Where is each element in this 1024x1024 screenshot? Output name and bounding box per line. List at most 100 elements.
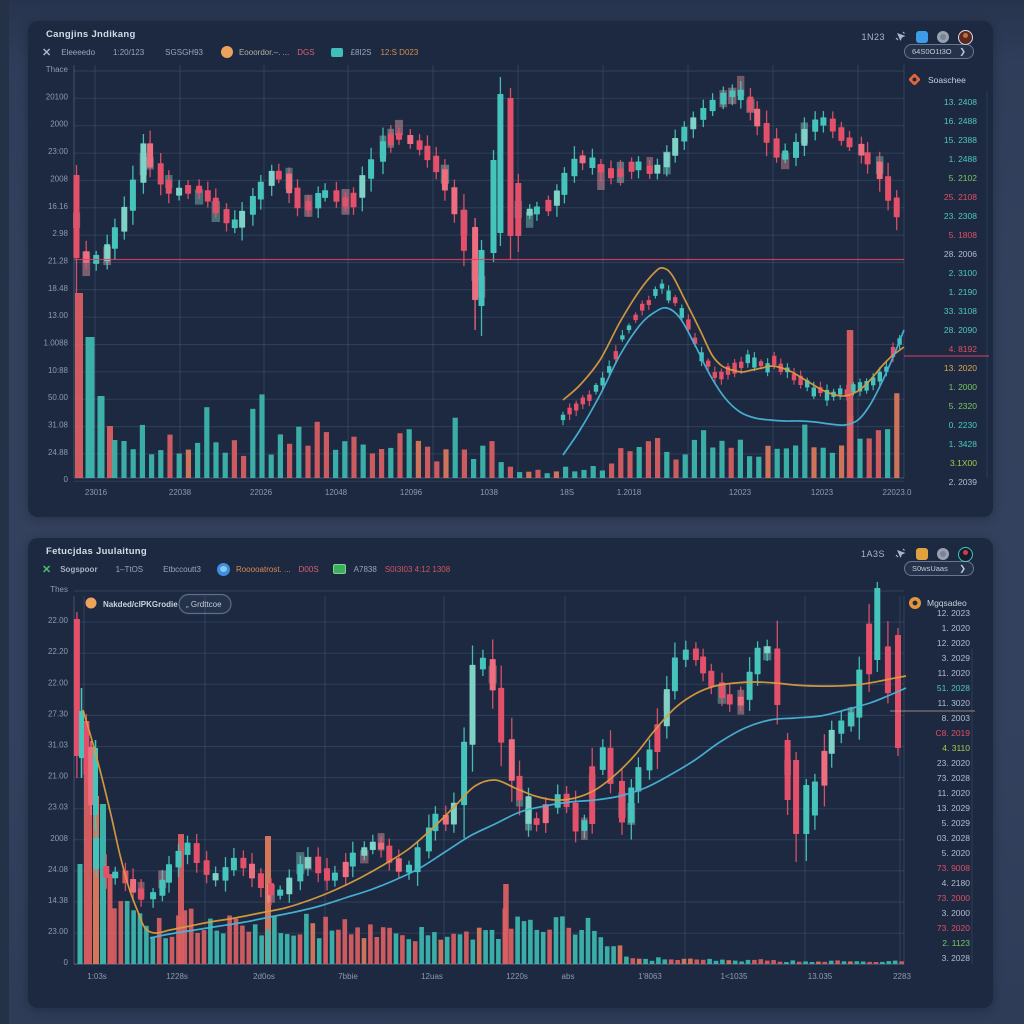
svg-text:12048: 12048	[325, 488, 348, 497]
svg-text:0: 0	[64, 475, 69, 484]
svg-text:03. 2028: 03. 2028	[937, 833, 970, 843]
svg-text:21.28: 21.28	[48, 257, 69, 266]
svg-text:3. 2028: 3. 2028	[942, 953, 971, 963]
svg-text:21.00: 21.00	[48, 772, 69, 781]
svg-text:4. 2180: 4. 2180	[942, 878, 971, 888]
svg-text:12023: 12023	[811, 488, 834, 497]
svg-text:22.00: 22.00	[48, 616, 69, 625]
svg-text:22038: 22038	[169, 488, 192, 497]
svg-text:13. 2408: 13. 2408	[944, 97, 977, 107]
svg-text:73. 2020: 73. 2020	[937, 923, 970, 933]
svg-text:2.98: 2.98	[52, 229, 68, 238]
svg-text:23.03: 23.03	[48, 803, 69, 812]
svg-text:18.48: 18.48	[48, 284, 69, 293]
svg-text:73. 9008: 73. 9008	[937, 863, 970, 873]
svg-text:22.00: 22.00	[48, 678, 69, 687]
svg-text:2. 2039: 2. 2039	[949, 477, 978, 487]
svg-text:20100: 20100	[46, 92, 69, 101]
svg-text:abs: abs	[562, 972, 575, 981]
svg-text:11. 2020: 11. 2020	[938, 668, 971, 678]
svg-text:Soaschee: Soaschee	[928, 75, 966, 85]
svg-text:1. 2000: 1. 2000	[949, 382, 978, 392]
svg-text:5. 2102: 5. 2102	[949, 173, 978, 183]
svg-text:1.0088: 1.0088	[44, 339, 69, 348]
svg-text:2008: 2008	[50, 174, 68, 183]
svg-text:2d0os: 2d0os	[253, 972, 275, 981]
svg-text:50.00: 50.00	[48, 393, 69, 402]
svg-text:1228s: 1228s	[166, 972, 188, 981]
svg-text:4. 8192: 4. 8192	[949, 344, 978, 354]
svg-text:13.035: 13.035	[808, 972, 833, 981]
svg-text:8. 2003: 8. 2003	[942, 713, 971, 723]
svg-text:0: 0	[64, 958, 69, 967]
svg-text:5. 2320: 5. 2320	[949, 401, 978, 411]
svg-text:27.30: 27.30	[48, 709, 69, 718]
svg-text:33. 3108: 33. 3108	[944, 306, 977, 316]
svg-text:2. 3100: 2. 3100	[949, 268, 978, 278]
svg-text:5. 1808: 5. 1808	[949, 230, 978, 240]
svg-text:„ Grdttcoe: „ Grdttcoe	[186, 600, 222, 609]
svg-text:1<1035: 1<1035	[721, 972, 748, 981]
svg-text:73. 2000: 73. 2000	[937, 893, 970, 903]
svg-text:24.08: 24.08	[48, 865, 69, 874]
svg-text:Nakded/cIPKGrodie: Nakded/cIPKGrodie	[103, 600, 178, 609]
svg-text:23016: 23016	[85, 488, 108, 497]
svg-text:31.03: 31.03	[48, 741, 69, 750]
svg-text:3. 2029: 3. 2029	[942, 653, 971, 663]
svg-text:51. 2028: 51. 2028	[937, 683, 970, 693]
svg-text:4. 3110: 4. 3110	[942, 743, 970, 753]
svg-text:23. 2020: 23. 2020	[937, 758, 970, 768]
svg-text:2. 1123: 2. 1123	[942, 938, 970, 948]
svg-text:14.38: 14.38	[48, 896, 69, 905]
svg-text:13.00: 13.00	[48, 311, 69, 320]
svg-text:2008: 2008	[50, 834, 68, 843]
svg-text:73. 2028: 73. 2028	[937, 773, 970, 783]
svg-text:5. 2020: 5. 2020	[942, 848, 971, 858]
svg-text:2000: 2000	[50, 120, 68, 129]
svg-text:3.1X00: 3.1X00	[950, 458, 977, 468]
svg-text:1. 2020: 1. 2020	[942, 623, 971, 633]
svg-text:12. 2020: 12. 2020	[937, 638, 970, 648]
svg-text:11. 2020: 11. 2020	[938, 788, 971, 798]
svg-text:2283: 2283	[893, 972, 911, 981]
svg-text:15. 2388: 15. 2388	[944, 135, 977, 145]
svg-text:18S: 18S	[560, 488, 574, 497]
svg-text:1.2018: 1.2018	[617, 488, 642, 497]
svg-text:1'8063: 1'8063	[638, 972, 662, 981]
svg-text:C8. 2019: C8. 2019	[936, 728, 971, 738]
svg-text:12096: 12096	[400, 488, 423, 497]
svg-text:Thes: Thes	[50, 585, 68, 594]
svg-text:28. 2006: 28. 2006	[944, 249, 977, 259]
svg-text:12023: 12023	[729, 488, 752, 497]
svg-text:31.08: 31.08	[48, 421, 69, 430]
svg-text:13. 2029: 13. 2029	[937, 803, 970, 813]
svg-text:Mgqsadeo: Mgqsadeo	[927, 598, 967, 608]
svg-text:1. 2190: 1. 2190	[949, 287, 978, 297]
svg-text:1. 3428: 1. 3428	[949, 439, 978, 449]
svg-text:25. 2108: 25. 2108	[944, 192, 977, 202]
svg-text:13. 2020: 13. 2020	[944, 363, 977, 373]
svg-text:1:03s: 1:03s	[87, 972, 107, 981]
svg-text:22.20: 22.20	[48, 647, 69, 656]
svg-text:23:00: 23:00	[48, 147, 69, 156]
svg-text:23.00: 23.00	[48, 927, 69, 936]
svg-text:24.88: 24.88	[48, 448, 69, 457]
svg-text:28. 2090: 28. 2090	[944, 325, 977, 335]
svg-text:0. 2230: 0. 2230	[949, 420, 978, 430]
svg-text:Thace: Thace	[46, 65, 69, 74]
svg-text:22023.0: 22023.0	[883, 488, 912, 497]
svg-text:5. 2029: 5. 2029	[942, 818, 971, 828]
svg-text:11. 3020: 11. 3020	[938, 698, 971, 708]
svg-text:22026: 22026	[250, 488, 273, 497]
svg-text:10:88: 10:88	[48, 366, 69, 375]
svg-text:12. 2023: 12. 2023	[937, 608, 970, 618]
svg-text:23. 2308: 23. 2308	[944, 211, 977, 221]
svg-text:7bbie: 7bbie	[338, 972, 358, 981]
svg-text:1220s: 1220s	[506, 972, 528, 981]
svg-text:1038: 1038	[480, 488, 498, 497]
svg-text:3. 2000: 3. 2000	[942, 908, 971, 918]
svg-text:1. 2488: 1. 2488	[949, 154, 978, 164]
svg-text:16.16: 16.16	[48, 202, 69, 211]
svg-text:16. 2488: 16. 2488	[944, 116, 977, 126]
svg-text:12uas: 12uas	[421, 972, 443, 981]
